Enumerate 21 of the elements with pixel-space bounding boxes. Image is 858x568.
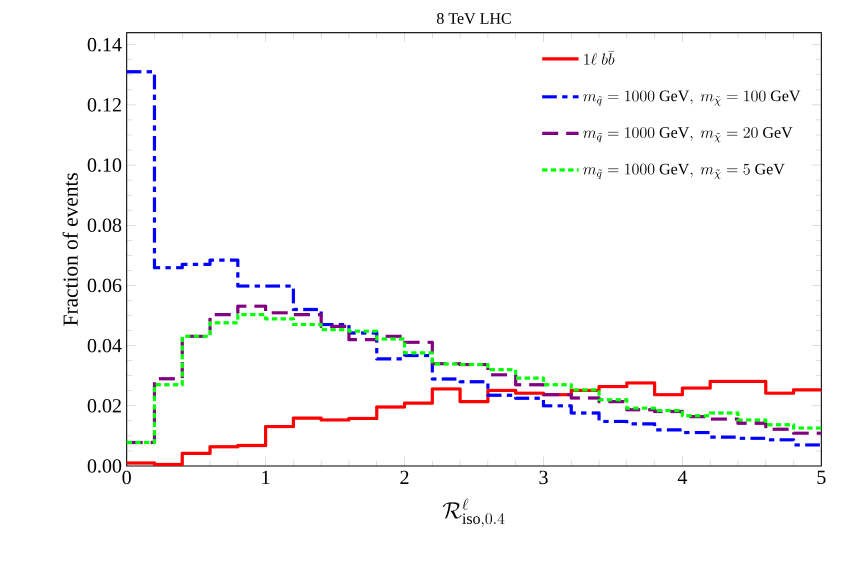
legend-label: $m_{\tilde{q}} = 1000\ \mathrm{GeV},\ m_{\tilde{\chi}} = 100\ \mathrm{GeV}$ [583, 90, 800, 106]
y-tick-label: 0.06 [88, 278, 122, 292]
x-tick-label: 3 [539, 470, 548, 484]
x-tick-label: 2 [400, 470, 408, 484]
x-axis-title: $\mathcal{R}^{\ell}_{\mathrm{iso},0.4}$ [442, 498, 504, 527]
x-tick-label: 0 [122, 470, 131, 484]
y-tick-label: 0.14 [88, 38, 122, 52]
y-tick-label: 0.02 [88, 399, 121, 413]
x-tick-label: 4 [678, 470, 688, 484]
y-tick-label: 0.00 [88, 459, 122, 473]
legend-label: $1\ell\ b\bar{b}$ [584, 50, 614, 65]
y-tick-label: 0.12 [88, 98, 121, 112]
legend-label: $m_{\tilde{q}} = 1000\ \mathrm{GeV},\ m_{\tilde{\chi}} = 5\ \mathrm{GeV}$ [583, 164, 785, 179]
y-axis-title: Fraction of events [62, 173, 78, 326]
y-tick-label: 0.10 [88, 158, 122, 172]
x-tick-label: 1 [262, 470, 270, 484]
legend-label: $m_{\tilde{q}} = 1000\ \mathrm{GeV},\ m_{\tilde{\chi}} = 20\ \mathrm{GeV}$ [583, 127, 792, 142]
x-tick-label: 5 [817, 470, 826, 484]
chart-title: 8 TeV LHC [436, 13, 511, 24]
y-tick-label: 0.08 [88, 218, 122, 232]
y-tick-label: 0.04 [88, 338, 122, 352]
